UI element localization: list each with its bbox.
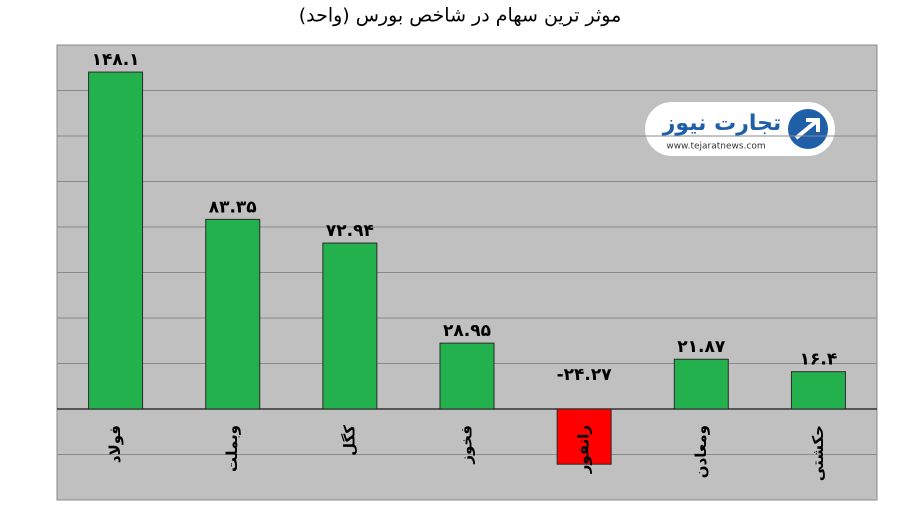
- x-tick-label: ومعادن: [692, 425, 710, 478]
- chart-title: موثر ترین سهام در شاخص بورس (واحد): [299, 5, 622, 27]
- bar: [673, 358, 729, 410]
- bar: [205, 218, 261, 410]
- x-tick-label: کگل: [340, 425, 358, 456]
- x-tick-label: فولاد: [106, 425, 124, 463]
- bar: [790, 371, 846, 410]
- value-label: ۱۶.۴: [800, 350, 838, 370]
- x-tick-label: وبملت: [223, 425, 241, 472]
- logo-brand: تجارت نیوز: [662, 111, 782, 136]
- logo-url: www.tejaratnews.com: [666, 142, 765, 152]
- bar: [556, 408, 612, 465]
- value-label: -۲۴.۲۷: [557, 365, 613, 385]
- value-label: ۷۲.۹۴: [326, 221, 374, 241]
- logo-arrow: [794, 118, 820, 140]
- logo-badge: [645, 102, 835, 156]
- x-tick-label: فخوز: [458, 425, 476, 465]
- value-label: ۲۱.۸۷: [677, 337, 726, 357]
- value-label: ۲۸.۹۵: [443, 321, 491, 341]
- value-label: ۱۴۸.۱: [92, 50, 140, 70]
- x-tick-label: رانفور: [575, 425, 593, 474]
- value-label: ۸۳.۳۵: [209, 197, 257, 217]
- bar: [439, 342, 495, 410]
- watermark: تجارت نیوز www.tejaratnews.com: [645, 102, 835, 156]
- bar: [322, 242, 378, 410]
- bar: [88, 71, 144, 410]
- x-tick-label: حکشتی: [809, 425, 827, 481]
